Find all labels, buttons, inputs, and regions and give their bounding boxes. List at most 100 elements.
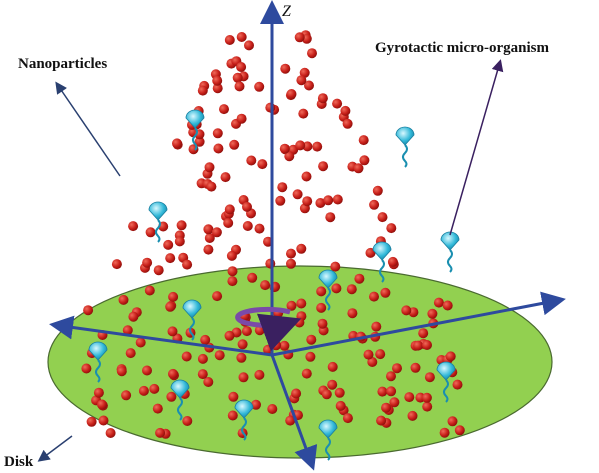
nanoparticle [275, 196, 285, 206]
nanoparticle [296, 75, 306, 85]
label: Gyrotactic micro-organism [375, 40, 549, 56]
nanoparticle [206, 182, 216, 192]
nanoparticle [247, 273, 257, 283]
nanoparticle [233, 73, 243, 83]
nanoparticle [112, 259, 122, 269]
nanoparticle [455, 425, 465, 435]
nanoparticle [212, 76, 222, 86]
nanoparticle [332, 99, 342, 109]
nanoparticle [277, 182, 287, 192]
nanoparticle [246, 156, 256, 166]
nanoparticle [237, 32, 247, 42]
nanoparticle [298, 109, 308, 119]
nanoparticle [359, 135, 369, 145]
nanoparticle [354, 274, 364, 284]
nanoparticle [293, 189, 303, 199]
nanoparticle [203, 224, 213, 234]
nanoparticle [375, 349, 385, 359]
nanoparticle [225, 331, 235, 341]
nanoparticle [243, 221, 253, 231]
nanoparticle [242, 326, 252, 336]
organism [441, 232, 459, 272]
nanoparticle [205, 162, 215, 172]
nanoparticle [318, 319, 328, 329]
nanoparticle [302, 172, 312, 182]
nanoparticle [305, 352, 315, 362]
nanoparticle [168, 369, 178, 379]
nanoparticle [446, 351, 456, 361]
nanoparticle [228, 411, 238, 421]
nanoparticle [155, 428, 165, 438]
nanoparticle [142, 366, 152, 376]
nanoparticle [347, 308, 357, 318]
nanoparticle [347, 284, 357, 294]
nanoparticle [139, 386, 149, 396]
nanoparticle [126, 348, 136, 358]
nanoparticle [335, 388, 345, 398]
nanoparticle [354, 163, 364, 173]
nanoparticle [136, 338, 146, 348]
nanoparticle [221, 172, 231, 182]
nanoparticle [227, 276, 237, 286]
nanoparticle [227, 251, 237, 261]
nanoparticle [99, 416, 109, 426]
nanoparticle [413, 341, 423, 351]
nanoparticle [306, 335, 316, 345]
nanoparticle [265, 103, 275, 113]
nanoparticle [422, 393, 432, 403]
nanoparticle [322, 389, 332, 399]
nanoparticle [165, 302, 175, 312]
nanoparticle [239, 372, 249, 382]
nanoparticle [242, 202, 252, 212]
nanoparticle [371, 322, 381, 332]
nanoparticle [225, 204, 235, 214]
nanoparticle [280, 64, 290, 74]
nanoparticle [411, 363, 421, 373]
nanoparticle [386, 371, 396, 381]
nanoparticle [165, 253, 175, 263]
nanoparticle [168, 326, 178, 336]
nanoparticle [228, 266, 238, 276]
organism [396, 127, 414, 167]
nanoparticle [121, 390, 131, 400]
nanoparticle [286, 259, 296, 269]
nanoparticle [434, 298, 444, 308]
nanoparticle [316, 286, 326, 296]
nanoparticle [443, 301, 453, 311]
nanoparticle [235, 81, 245, 91]
nanoparticle [198, 86, 208, 96]
nanoparticle [267, 404, 277, 414]
nanoparticle [328, 362, 338, 372]
label: Disk [4, 454, 34, 470]
nanoparticle [244, 40, 254, 50]
nanoparticle [392, 363, 402, 373]
nanoparticle [422, 340, 432, 350]
nanoparticle [302, 369, 312, 379]
nanoparticle [83, 305, 93, 315]
nanoparticle [219, 104, 229, 114]
nanoparticle [388, 257, 398, 267]
organism-head [373, 242, 391, 260]
nanoparticle [404, 392, 414, 402]
nanoparticle [177, 220, 187, 230]
nanoparticle [331, 283, 341, 293]
nanoparticle [369, 292, 379, 302]
nanoparticle [154, 265, 164, 275]
nanoparticle [212, 291, 222, 301]
nanoparticle [81, 364, 91, 374]
pointer [40, 436, 72, 460]
nanoparticle [182, 416, 192, 426]
nanoparticle [318, 161, 328, 171]
nanoparticle [215, 350, 225, 360]
pointer [57, 84, 120, 176]
nanoparticle [380, 288, 390, 298]
nanoparticle [295, 32, 305, 42]
nanoparticle [117, 366, 127, 376]
nanoparticle [294, 318, 304, 328]
nanoparticle [327, 380, 337, 390]
nanoparticle [87, 417, 97, 427]
nanoparticle [97, 400, 107, 410]
nanoparticle [213, 128, 223, 138]
nanoparticle [378, 212, 388, 222]
nanoparticle [325, 212, 335, 222]
